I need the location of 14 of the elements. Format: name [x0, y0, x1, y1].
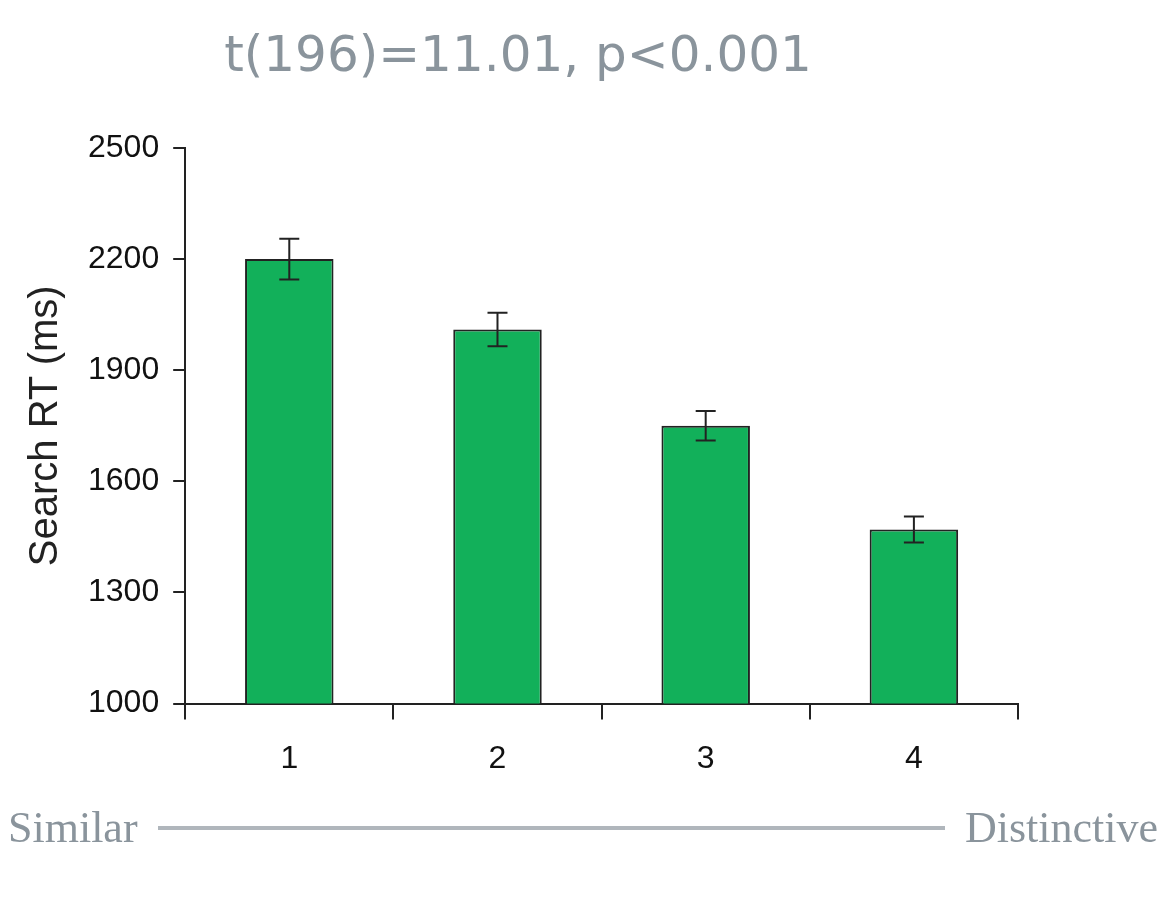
x-tick-label: 4 [905, 738, 923, 775]
y-tick-label: 2200 [88, 238, 160, 275]
chart-title: t(196)=11.01, p<0.001 [224, 24, 812, 83]
y-axis-title: Search RT (ms) [21, 285, 66, 567]
text: Similar [8, 802, 138, 853]
y-tick-label: 2500 [88, 127, 160, 164]
y-tick-label: 1300 [88, 572, 160, 609]
x-tick-label: 1 [280, 738, 299, 775]
y-tick-label: 1600 [88, 461, 160, 498]
x-tick-label: 3 [696, 738, 715, 775]
y-tick-label: 1900 [88, 350, 160, 387]
x-tick-label: 2 [488, 738, 507, 775]
y-tick-label: 1000 [88, 683, 160, 720]
text: Distinctive [964, 802, 1158, 853]
